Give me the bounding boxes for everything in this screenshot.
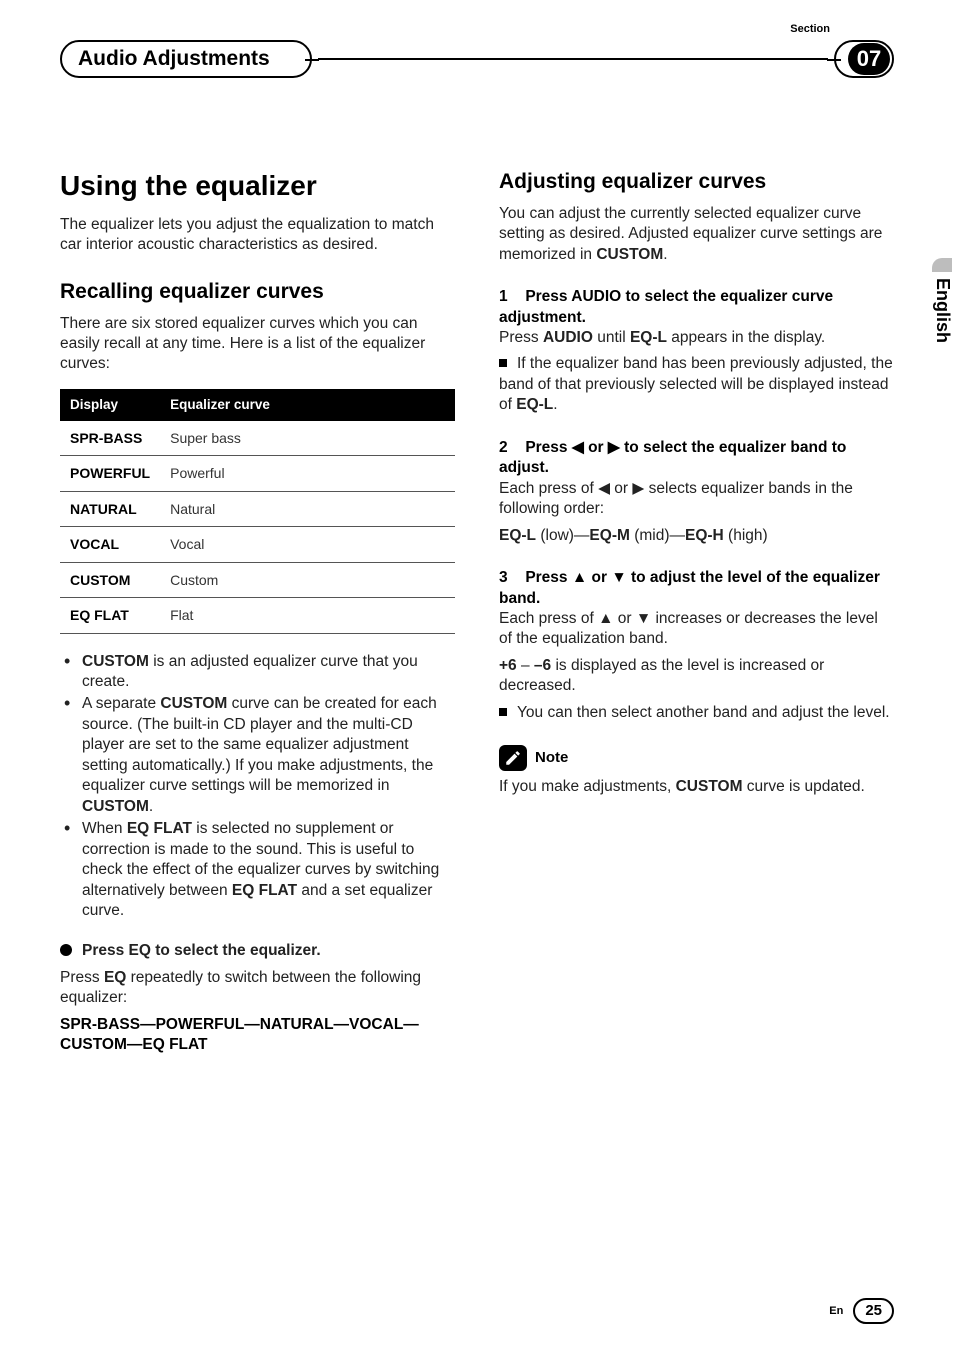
curve-notes-list: CUSTOM is an adjusted equalizer curve th… xyxy=(60,652,455,922)
table-header-curve: Equalizer curve xyxy=(160,389,455,421)
equalizer-curve-table: Display Equalizer curve SPR-BASSSuper ba… xyxy=(60,389,455,634)
table-row: CUSTOMCustom xyxy=(60,562,455,597)
chapter-pill: Audio Adjustments xyxy=(60,40,312,78)
list-item: A separate CUSTOM curve can be created f… xyxy=(60,694,455,817)
step3-note: You can then select another band and adj… xyxy=(499,703,894,723)
section-number: 07 xyxy=(848,43,890,75)
list-item: CUSTOM is an adjusted equalizer curve th… xyxy=(60,652,455,693)
page-footer: En 25 xyxy=(829,1298,894,1324)
table-row: EQ FLATFlat xyxy=(60,598,455,633)
step3-heading: 3 Press ▲ or ▼ to adjust the level of th… xyxy=(499,568,894,609)
page-header: Section Audio Adjustments 07 xyxy=(60,40,894,78)
table-row: VOCALVocal xyxy=(60,527,455,562)
step2-line: Each press of ◀ or ▶ selects equalizer b… xyxy=(499,479,894,520)
header-divider xyxy=(318,58,828,60)
eq-sequence: SPR-BASS—POWERFUL—NATURAL—VOCAL—CUSTOM—E… xyxy=(60,1015,455,1056)
language-tab-cap xyxy=(932,258,952,272)
footer-language: En xyxy=(829,1304,843,1319)
press-eq-instruction: Press EQ repeatedly to switch between th… xyxy=(60,968,455,1009)
right-column: Adjusting equalizer curves You can adjus… xyxy=(499,168,894,1056)
note-heading-row: Note xyxy=(499,745,894,771)
note-label: Note xyxy=(535,748,568,768)
note-text: If you make adjustments, CUSTOM curve is… xyxy=(499,777,894,797)
heading-recalling-curves: Recalling equalizer curves xyxy=(60,278,455,306)
language-tab: English xyxy=(930,258,954,349)
heading-adjusting-curves: Adjusting equalizer curves xyxy=(499,168,894,196)
page-number: 25 xyxy=(853,1298,894,1324)
section-label: Section xyxy=(790,22,830,37)
square-bullet-icon xyxy=(499,359,507,367)
pencil-icon xyxy=(499,745,527,771)
heading-using-equalizer: Using the equalizer xyxy=(60,168,455,205)
table-header-display: Display xyxy=(60,389,160,421)
square-bullet-icon xyxy=(499,708,507,716)
language-tab-text: English xyxy=(930,272,954,349)
table-row: SPR-BASSSuper bass xyxy=(60,421,455,456)
left-column: Using the equalizer The equalizer lets y… xyxy=(60,168,455,1056)
recalling-intro: There are six stored equalizer curves wh… xyxy=(60,314,455,375)
chapter-title: Audio Adjustments xyxy=(78,45,270,73)
step3-line: Each press of ▲ or ▼ increases or decrea… xyxy=(499,609,894,650)
table-row: POWERFULPowerful xyxy=(60,456,455,491)
adjusting-intro: You can adjust the currently selected eq… xyxy=(499,204,894,265)
step3-range: +6 – –6 is displayed as the level is inc… xyxy=(499,656,894,697)
step1-note: If the equalizer band has been previousl… xyxy=(499,354,894,415)
press-eq-heading: Press EQ to select the equalizer. xyxy=(60,941,455,961)
section-pill: 07 xyxy=(834,40,894,78)
step2-seq: EQ-L (low)—EQ-M (mid)—EQ-H (high) xyxy=(499,526,894,546)
table-row: NATURALNatural xyxy=(60,491,455,526)
step1-heading: 1 Press AUDIO to select the equalizer cu… xyxy=(499,287,894,328)
bullet-icon xyxy=(60,944,72,956)
list-item: When EQ FLAT is selected no supplement o… xyxy=(60,819,455,921)
equalizer-intro: The equalizer lets you adjust the equali… xyxy=(60,215,455,256)
step1-line: Press AUDIO until EQ-L appears in the di… xyxy=(499,328,894,348)
step2-heading: 2 Press ◀ or ▶ to select the equalizer b… xyxy=(499,438,894,479)
